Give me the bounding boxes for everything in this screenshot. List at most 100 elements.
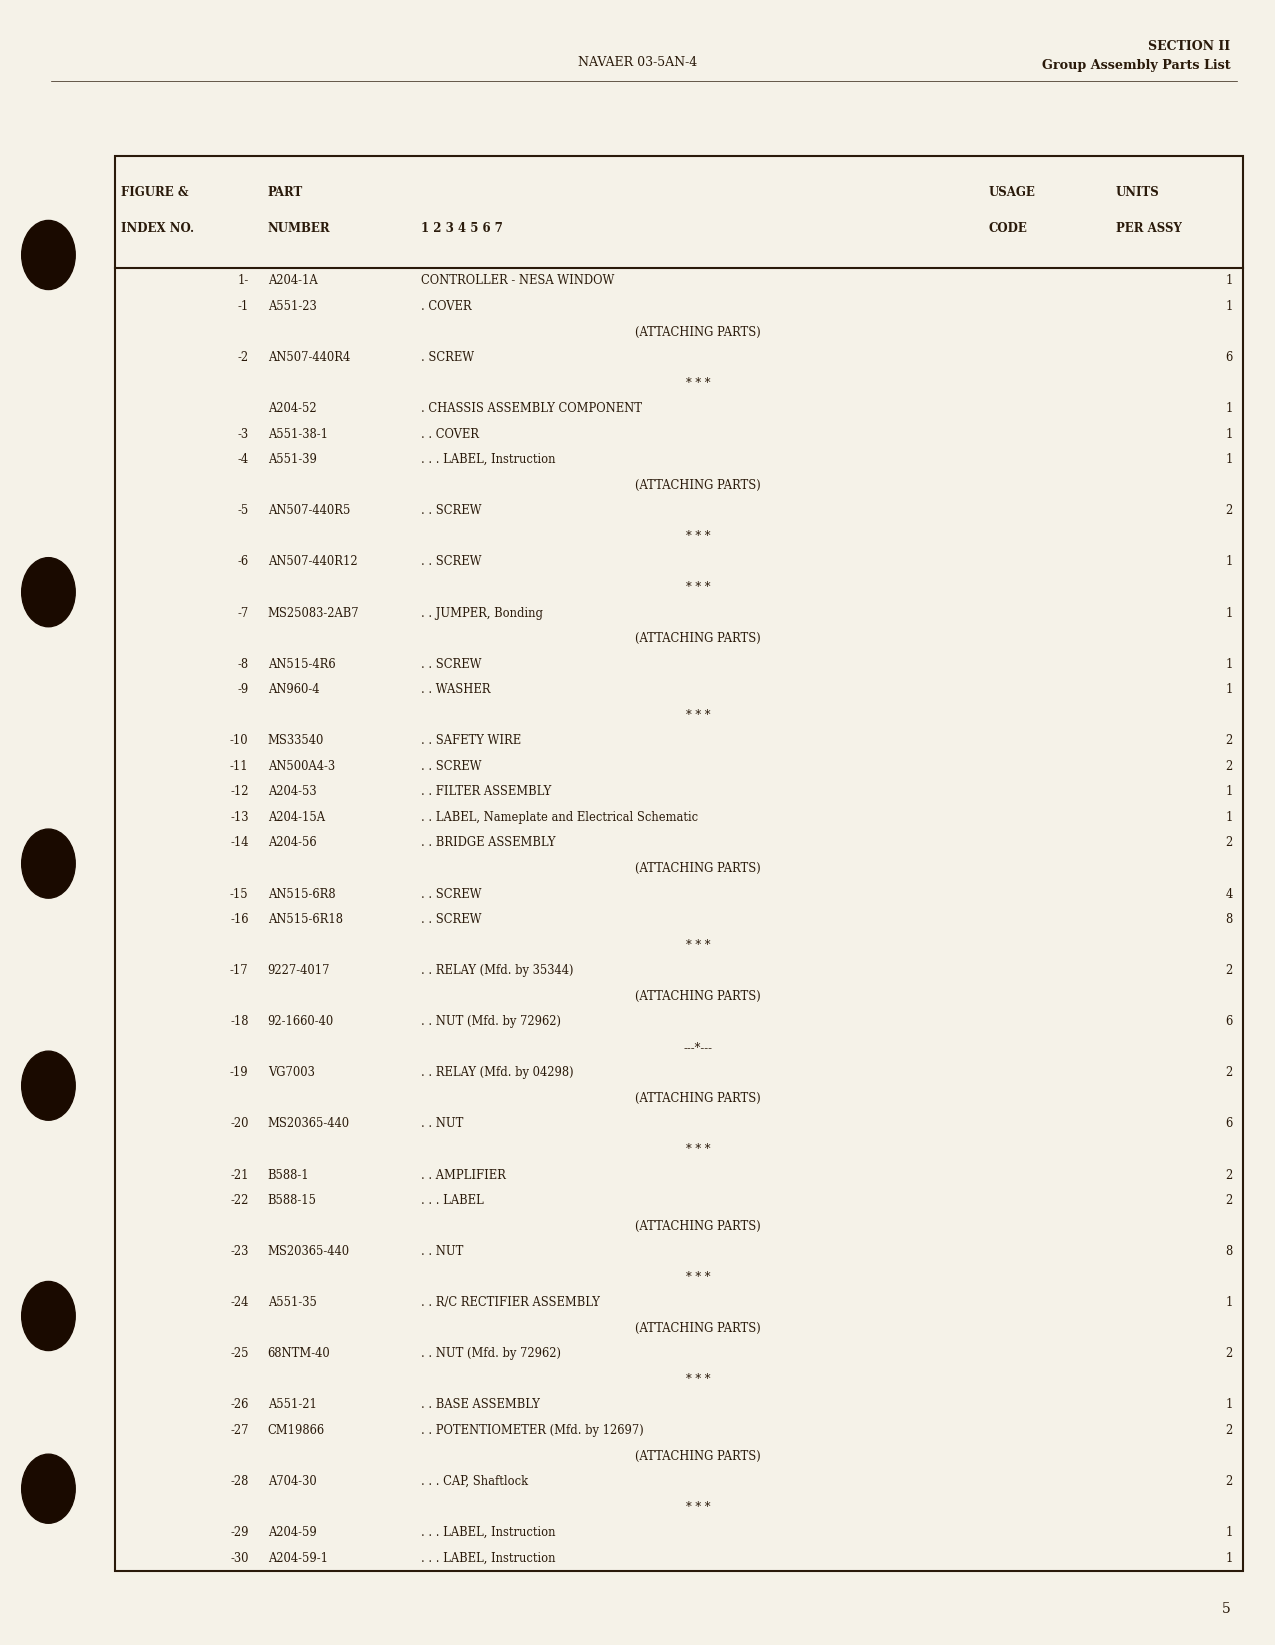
- Text: 1-: 1-: [237, 275, 249, 288]
- Text: -24: -24: [231, 1296, 249, 1309]
- Text: . . COVER: . . COVER: [421, 428, 478, 441]
- Text: 2: 2: [1225, 1476, 1233, 1489]
- Text: . . SCREW: . . SCREW: [421, 505, 481, 517]
- Text: NAVAER 03-5AN-4: NAVAER 03-5AN-4: [578, 56, 697, 69]
- Text: 1: 1: [1225, 401, 1233, 415]
- Text: CM19866: CM19866: [268, 1425, 325, 1438]
- Circle shape: [22, 220, 75, 290]
- Text: B588-15: B588-15: [268, 1194, 316, 1207]
- Text: A204-1A: A204-1A: [268, 275, 317, 288]
- Text: * * *: * * *: [686, 377, 710, 390]
- Text: 1: 1: [1225, 454, 1233, 466]
- Text: 5: 5: [1221, 1602, 1230, 1615]
- Text: . . WASHER: . . WASHER: [421, 683, 491, 696]
- Text: -19: -19: [230, 1066, 249, 1079]
- Text: Group Assembly Parts List: Group Assembly Parts List: [1042, 59, 1230, 72]
- Text: (ATTACHING PARTS): (ATTACHING PARTS): [635, 1449, 761, 1462]
- Text: (ATTACHING PARTS): (ATTACHING PARTS): [635, 1323, 761, 1334]
- Text: . . NUT (Mfd. by 72962): . . NUT (Mfd. by 72962): [421, 1015, 561, 1028]
- Text: AN507-440R12: AN507-440R12: [268, 556, 357, 569]
- Text: (ATTACHING PARTS): (ATTACHING PARTS): [635, 326, 761, 339]
- Text: A551-23: A551-23: [268, 299, 316, 313]
- Text: -8: -8: [237, 658, 249, 671]
- Text: 2: 2: [1225, 1347, 1233, 1360]
- Text: 1: 1: [1225, 299, 1233, 313]
- Text: AN515-6R8: AN515-6R8: [268, 888, 335, 900]
- Text: . . SCREW: . . SCREW: [421, 556, 481, 569]
- Text: * * *: * * *: [686, 1374, 710, 1385]
- Text: VG7003: VG7003: [268, 1066, 315, 1079]
- Text: 1 2 3 4 5 6 7: 1 2 3 4 5 6 7: [421, 222, 502, 235]
- Text: . . SCREW: . . SCREW: [421, 760, 481, 773]
- Text: -13: -13: [230, 811, 249, 824]
- Text: AN500A4-3: AN500A4-3: [268, 760, 335, 773]
- Text: 1: 1: [1225, 428, 1233, 441]
- Text: . . FILTER ASSEMBLY: . . FILTER ASSEMBLY: [421, 785, 551, 798]
- Text: MS20365-440: MS20365-440: [268, 1117, 349, 1130]
- Text: MS25083-2AB7: MS25083-2AB7: [268, 607, 360, 620]
- Text: -16: -16: [230, 913, 249, 926]
- Text: . . LABEL, Nameplate and Electrical Schematic: . . LABEL, Nameplate and Electrical Sche…: [421, 811, 697, 824]
- Text: -27: -27: [230, 1425, 249, 1438]
- Text: AN507-440R5: AN507-440R5: [268, 505, 351, 517]
- Text: B588-1: B588-1: [268, 1168, 310, 1181]
- Text: ---*---: ---*---: [683, 1041, 713, 1054]
- Text: . . BASE ASSEMBLY: . . BASE ASSEMBLY: [421, 1398, 539, 1411]
- Circle shape: [22, 558, 75, 627]
- Text: . . JUMPER, Bonding: . . JUMPER, Bonding: [421, 607, 543, 620]
- Text: (ATTACHING PARTS): (ATTACHING PARTS): [635, 990, 761, 1003]
- Text: 2: 2: [1225, 1194, 1233, 1207]
- Circle shape: [22, 1454, 75, 1523]
- Text: -18: -18: [230, 1015, 249, 1028]
- Text: -28: -28: [231, 1476, 249, 1489]
- Text: . . . LABEL: . . . LABEL: [421, 1194, 483, 1207]
- Text: * * *: * * *: [686, 709, 710, 722]
- Text: A704-30: A704-30: [268, 1476, 316, 1489]
- Text: . . SCREW: . . SCREW: [421, 888, 481, 900]
- Text: A204-52: A204-52: [268, 401, 316, 415]
- Text: 8: 8: [1225, 1245, 1233, 1258]
- Text: 1: 1: [1225, 811, 1233, 824]
- Text: . . SCREW: . . SCREW: [421, 913, 481, 926]
- Text: (ATTACHING PARTS): (ATTACHING PARTS): [635, 862, 761, 875]
- Text: -1: -1: [237, 299, 249, 313]
- Text: . SCREW: . SCREW: [421, 350, 474, 364]
- Text: . COVER: . COVER: [421, 299, 472, 313]
- Text: 92-1660-40: 92-1660-40: [268, 1015, 334, 1028]
- Text: -2: -2: [237, 350, 249, 364]
- Text: -26: -26: [231, 1398, 249, 1411]
- Text: 1: 1: [1225, 607, 1233, 620]
- Text: A204-56: A204-56: [268, 836, 316, 849]
- Text: A551-39: A551-39: [268, 454, 316, 466]
- Text: * * *: * * *: [686, 1500, 710, 1513]
- Text: 1: 1: [1225, 658, 1233, 671]
- Text: NUMBER: NUMBER: [268, 222, 330, 235]
- Bar: [115, 156, 1243, 1571]
- Text: . . . CAP, Shaftlock: . . . CAP, Shaftlock: [421, 1476, 528, 1489]
- Text: 1: 1: [1225, 683, 1233, 696]
- Text: 1: 1: [1225, 1398, 1233, 1411]
- Text: * * *: * * *: [686, 939, 710, 951]
- Text: 9227-4017: 9227-4017: [268, 964, 330, 977]
- Text: . . SAFETY WIRE: . . SAFETY WIRE: [421, 734, 521, 747]
- Text: AN960-4: AN960-4: [268, 683, 319, 696]
- Text: . . RELAY (Mfd. by 04298): . . RELAY (Mfd. by 04298): [421, 1066, 574, 1079]
- Text: -3: -3: [237, 428, 249, 441]
- Text: 1: 1: [1225, 275, 1233, 288]
- Text: -4: -4: [237, 454, 249, 466]
- Text: 6: 6: [1225, 1015, 1233, 1028]
- Text: -25: -25: [230, 1347, 249, 1360]
- Text: 2: 2: [1225, 760, 1233, 773]
- Text: -7: -7: [237, 607, 249, 620]
- Circle shape: [22, 1281, 75, 1351]
- Text: -30: -30: [230, 1551, 249, 1564]
- Text: PART: PART: [268, 186, 303, 199]
- Text: (ATTACHING PARTS): (ATTACHING PARTS): [635, 1092, 761, 1105]
- Text: 2: 2: [1225, 964, 1233, 977]
- Text: 1: 1: [1225, 1527, 1233, 1540]
- Text: -9: -9: [237, 683, 249, 696]
- Text: -12: -12: [230, 785, 249, 798]
- Text: A551-35: A551-35: [268, 1296, 316, 1309]
- Text: A204-59-1: A204-59-1: [268, 1551, 328, 1564]
- Text: . . . LABEL, Instruction: . . . LABEL, Instruction: [421, 1527, 555, 1540]
